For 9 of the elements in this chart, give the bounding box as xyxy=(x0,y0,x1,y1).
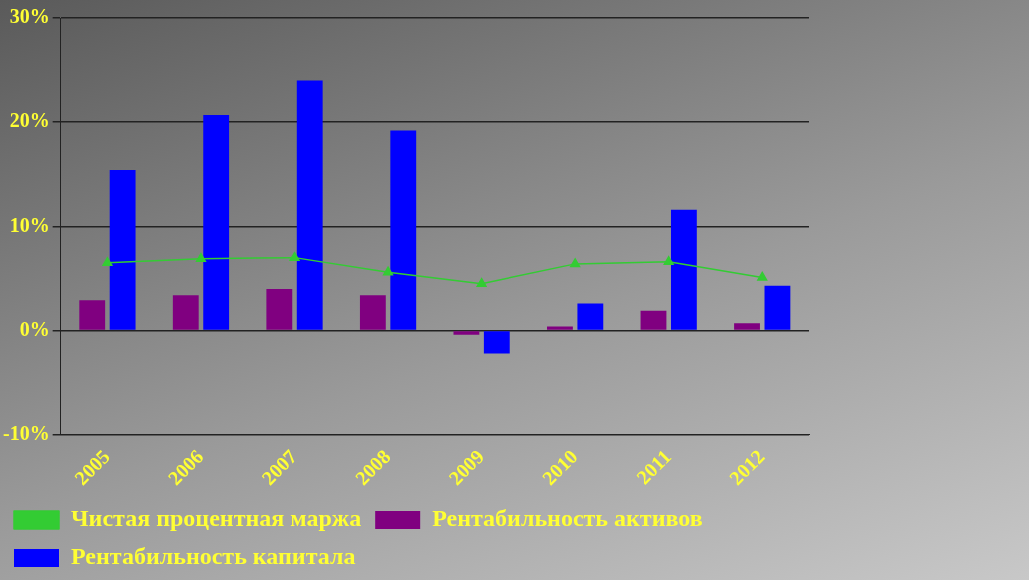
legend-label: Рентабильность капитала xyxy=(71,543,356,570)
y-tick-label: 10% xyxy=(9,213,50,236)
y-tick-label: 0% xyxy=(19,317,50,340)
y-tick-label: 30% xyxy=(9,5,50,28)
legend-label: Рентабильность активов xyxy=(432,505,703,532)
y-tick-label: -10% xyxy=(2,421,50,444)
y-tick-label: 20% xyxy=(9,109,50,132)
legend-label: Чистая процентная маржа xyxy=(71,505,362,532)
x-tick-label: 2011 xyxy=(632,445,676,489)
